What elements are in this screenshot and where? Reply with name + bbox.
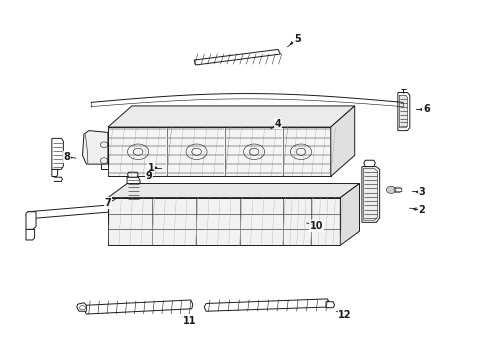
Polygon shape [26,229,35,240]
Polygon shape [108,106,354,127]
Polygon shape [127,201,138,206]
Polygon shape [109,202,118,212]
Polygon shape [26,212,36,229]
Text: 9: 9 [145,171,152,181]
Polygon shape [194,49,280,65]
Polygon shape [363,169,377,220]
Circle shape [386,186,395,193]
Text: 7: 7 [104,198,111,208]
Polygon shape [399,95,407,128]
Polygon shape [204,299,328,311]
Text: 4: 4 [274,118,281,129]
Polygon shape [52,170,58,176]
Text: 2: 2 [418,205,425,215]
Polygon shape [397,93,409,131]
Polygon shape [77,303,86,311]
Polygon shape [108,184,359,198]
Text: 5: 5 [293,34,300,44]
Polygon shape [108,127,330,176]
Text: 8: 8 [63,152,70,162]
Polygon shape [52,138,63,170]
Text: 1: 1 [147,163,154,173]
Polygon shape [340,184,359,245]
Polygon shape [363,160,375,167]
Polygon shape [26,205,114,219]
Polygon shape [325,302,334,308]
Text: 11: 11 [182,316,196,326]
Polygon shape [127,172,138,177]
Text: 10: 10 [309,221,323,231]
Polygon shape [108,198,340,245]
Polygon shape [361,167,379,222]
Polygon shape [127,177,140,201]
Text: 12: 12 [338,310,351,320]
Polygon shape [330,106,354,176]
Text: 6: 6 [422,104,429,114]
Text: 3: 3 [418,187,425,197]
Polygon shape [101,134,108,170]
Polygon shape [82,131,108,164]
Polygon shape [84,300,192,314]
